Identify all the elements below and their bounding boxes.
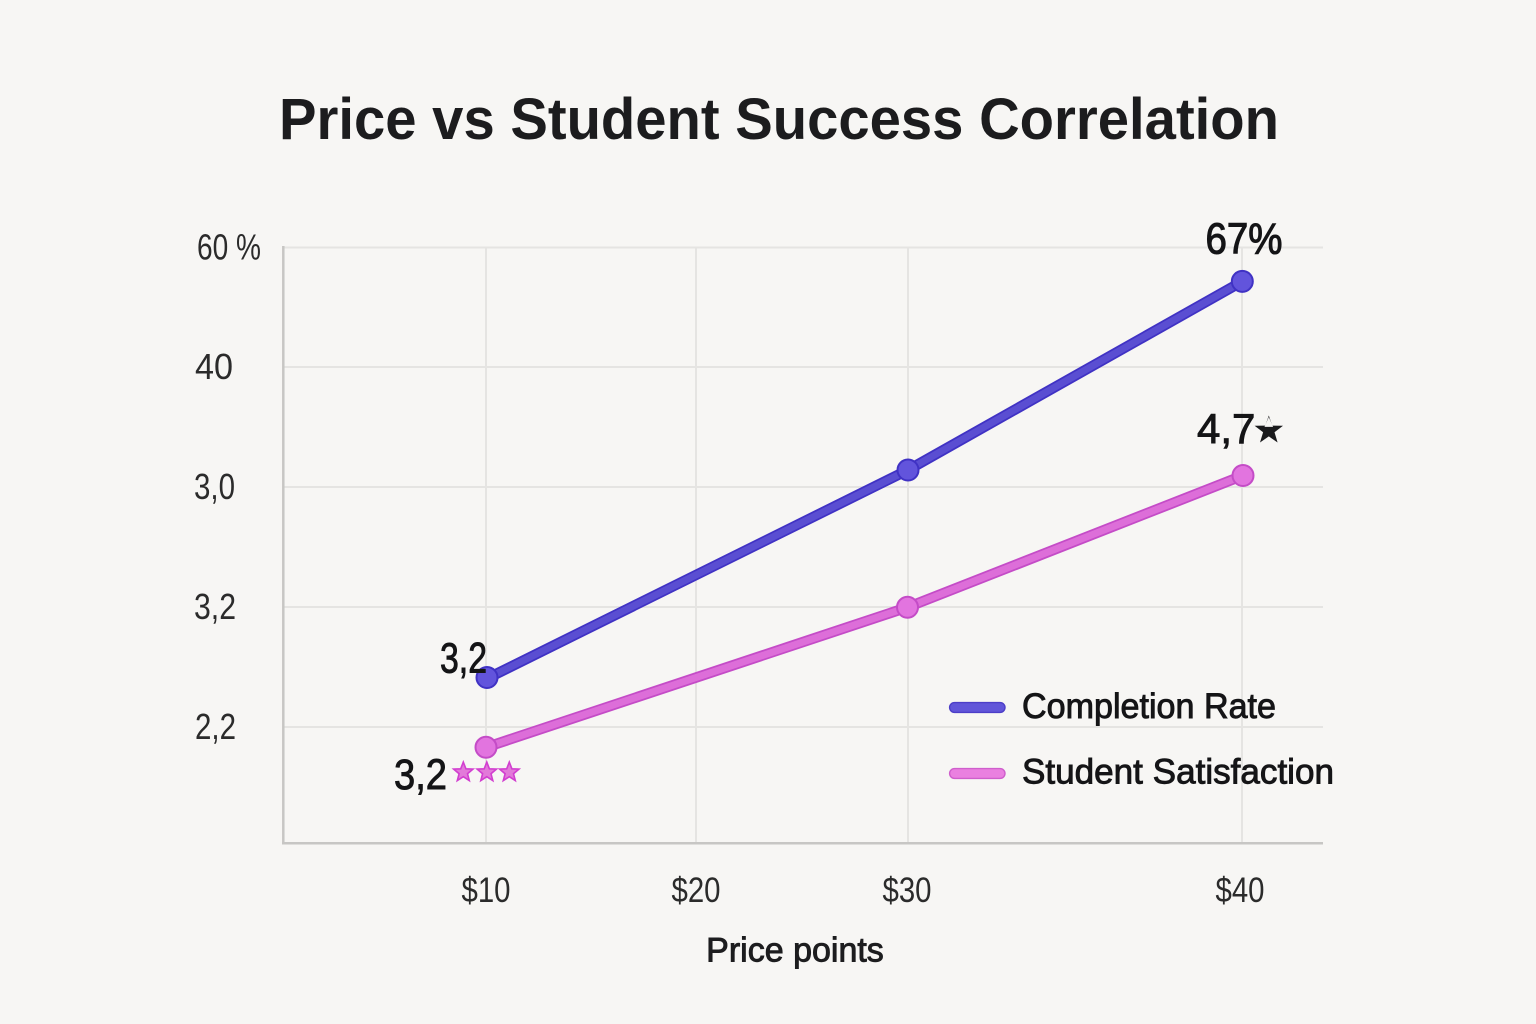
svg-text:3,0: 3,0 <box>194 466 235 507</box>
svg-text:$10: $10 <box>462 871 511 910</box>
svg-text:3,2: 3,2 <box>394 752 447 799</box>
svg-text:67%: 67% <box>1206 215 1283 264</box>
svg-text:3,2: 3,2 <box>440 636 487 683</box>
svg-text:3,2: 3,2 <box>194 586 236 627</box>
svg-text:40: 40 <box>195 346 233 387</box>
svg-text:Price vs Student Success Corre: Price vs Student Success Correlation <box>279 87 1279 152</box>
svg-text:$20: $20 <box>672 871 721 910</box>
svg-text:2,2: 2,2 <box>195 706 236 747</box>
svg-text:Completion Rate: Completion Rate <box>1022 687 1276 726</box>
svg-text:Student Satisfaction: Student Satisfaction <box>1022 753 1334 792</box>
svg-text:$30: $30 <box>883 871 932 910</box>
svg-text:60 %: 60 % <box>197 227 261 268</box>
svg-text:$40: $40 <box>1216 871 1265 910</box>
svg-text:4,7: 4,7 <box>1197 405 1255 452</box>
svg-text:Price points: Price points <box>706 932 884 970</box>
